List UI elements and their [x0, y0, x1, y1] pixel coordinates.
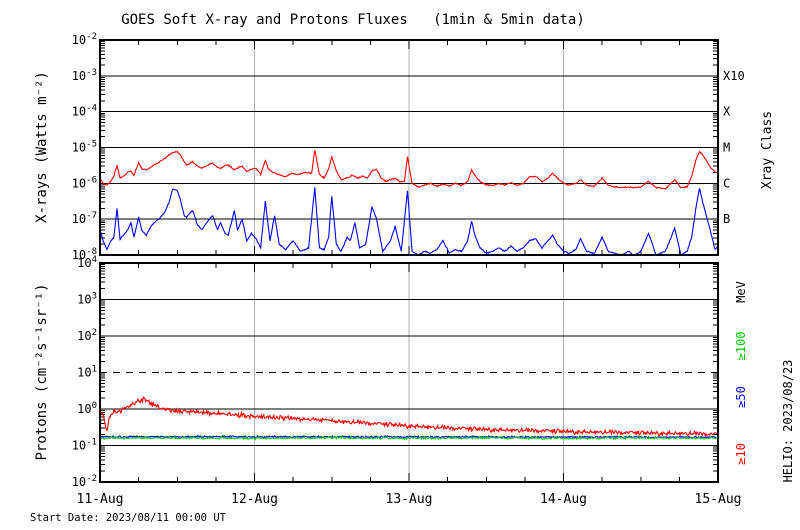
y-tick-label: 10-5: [72, 140, 97, 155]
xray-class-label: X10: [723, 69, 745, 83]
y-tick-label: 104: [77, 255, 97, 270]
xray-short-0.05-0.4nm-curve: [100, 187, 718, 255]
xray-long-0.1-0.8nm-curve: [100, 150, 718, 190]
xray-ylabel: X-rays (Watts m⁻²): [34, 71, 50, 223]
xray-class-axis-title: Xray Class: [760, 111, 775, 189]
proton-panel: 104 103 102 101 100 10-1 10-2: [72, 255, 719, 489]
x-axis-labels: 11-Aug 12-Aug 13-Aug 14-Aug 15-Aug: [77, 492, 742, 507]
legend-entry: ≥100: [734, 332, 748, 361]
xray-class-labels: X10 X M C B: [723, 69, 745, 226]
panel-frame: [99, 262, 719, 483]
x-tick-label: 14-Aug: [540, 492, 587, 507]
y-tick-label: 101: [77, 365, 97, 380]
curves: [100, 150, 718, 255]
curves: [100, 396, 718, 441]
x-tick-label: 12-Aug: [231, 492, 278, 507]
y-tick-label: 10-2: [72, 32, 97, 47]
proton-legend-title: MeV: [734, 281, 748, 303]
y-tick-label: 10-7: [72, 211, 97, 226]
y-tick-label: 10-6: [72, 175, 97, 190]
xray-class-label: X: [723, 105, 731, 119]
proton-ylabel: Protons (cm⁻²s⁻¹sr⁻¹): [34, 283, 50, 460]
y-tick-label: 102: [77, 328, 97, 343]
chart-title: GOES Soft X-ray and Protons Fluxes (1min…: [121, 12, 585, 28]
protons-ge100MeV-curve: [100, 435, 718, 441]
protons-ge10MeV-curve: [100, 396, 718, 438]
y-tick-label: 10-2: [72, 474, 97, 489]
y-tick-label: 10-4: [72, 104, 97, 119]
legend-entry: ≥50: [734, 386, 748, 408]
start-date-label: Start Date: 2023/08/11 00:00 UT: [30, 512, 227, 524]
y-tick-label: 10-1: [72, 438, 97, 453]
legend-entry: ≥10: [734, 443, 748, 465]
xray-class-label: C: [723, 176, 730, 190]
y-tick-label: 100: [77, 401, 97, 416]
x-tick-label: 15-Aug: [695, 492, 742, 507]
xray-class-label: M: [723, 141, 730, 155]
panel-frame: [99, 39, 719, 256]
xray-panel: 10-210-310-410-510-610-710-8: [72, 32, 719, 262]
proton-legend: ≥100 ≥50 ≥10: [734, 332, 748, 465]
xray-class-label: B: [723, 212, 730, 226]
y-tick-label: 10-3: [72, 68, 97, 83]
y-tick-label: 103: [77, 292, 97, 307]
x-tick-label: 11-Aug: [77, 492, 124, 507]
x-tick-label: 13-Aug: [386, 492, 433, 507]
credit-label: HELIO: 2023/08/23: [781, 360, 795, 483]
